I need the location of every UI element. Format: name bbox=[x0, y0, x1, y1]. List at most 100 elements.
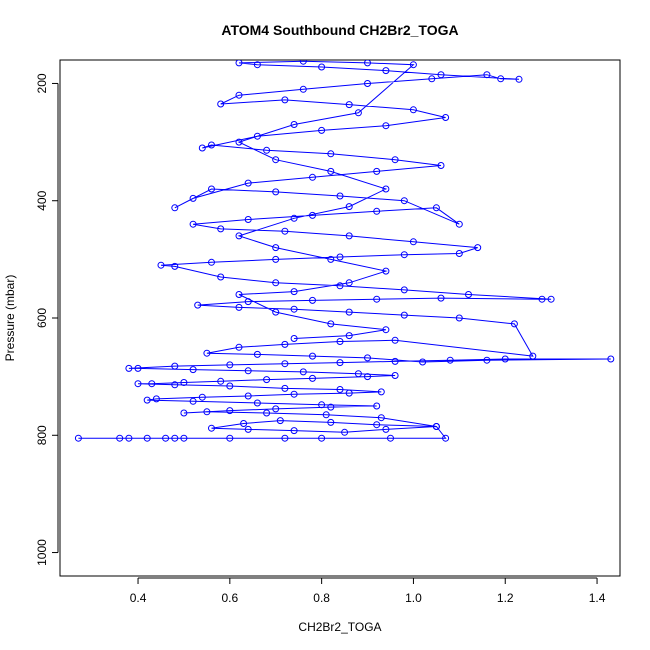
data-point bbox=[244, 179, 252, 187]
data-point bbox=[364, 373, 371, 381]
data-point bbox=[318, 401, 326, 409]
data-point bbox=[281, 96, 289, 104]
data-point bbox=[189, 220, 197, 228]
data-point bbox=[382, 122, 390, 130]
data-point bbox=[272, 279, 280, 287]
data-point bbox=[465, 291, 472, 298]
data-point bbox=[354, 109, 362, 117]
data-point bbox=[162, 434, 170, 442]
data-point bbox=[290, 427, 298, 435]
data-point bbox=[322, 411, 330, 419]
series-layer bbox=[74, 60, 615, 442]
data-point bbox=[253, 61, 261, 69]
data-point bbox=[382, 326, 390, 334]
data-point bbox=[373, 207, 381, 215]
data-point bbox=[272, 188, 280, 196]
data-point bbox=[180, 434, 188, 442]
data-point bbox=[263, 409, 271, 417]
data-point bbox=[387, 434, 394, 442]
data-point bbox=[180, 379, 188, 386]
data-point bbox=[253, 399, 261, 407]
data-point bbox=[327, 255, 335, 263]
data-point bbox=[510, 320, 518, 328]
data-point bbox=[244, 298, 252, 306]
y-axis: 200 400 600 800 1000 bbox=[35, 73, 59, 566]
data-point bbox=[529, 352, 537, 360]
data-point bbox=[364, 354, 371, 362]
data-point bbox=[134, 380, 142, 388]
data-point bbox=[208, 258, 215, 266]
data-point bbox=[432, 423, 440, 430]
data-point bbox=[189, 397, 197, 405]
data-point bbox=[345, 279, 353, 287]
data-point bbox=[244, 367, 252, 375]
data-point bbox=[208, 141, 215, 149]
data-point bbox=[272, 244, 280, 252]
data-point bbox=[373, 167, 381, 175]
data-point bbox=[235, 60, 243, 67]
data-point bbox=[341, 428, 349, 436]
data-point bbox=[148, 380, 156, 388]
x-axis-label: CH2Br2_TOGA bbox=[298, 620, 381, 634]
data-point bbox=[272, 156, 280, 164]
data-point bbox=[235, 232, 243, 240]
y-tick-label: 600 bbox=[35, 308, 49, 328]
data-point bbox=[309, 374, 316, 382]
data-point bbox=[171, 262, 179, 270]
data-point bbox=[345, 389, 353, 397]
data-point bbox=[152, 395, 160, 403]
data-point bbox=[382, 425, 390, 433]
data-point bbox=[409, 238, 417, 246]
data-point bbox=[281, 227, 289, 235]
data-point bbox=[400, 251, 408, 259]
data-point bbox=[253, 350, 261, 358]
data-point bbox=[483, 71, 491, 79]
data-point bbox=[336, 386, 344, 393]
data-point bbox=[318, 434, 326, 442]
data-point bbox=[400, 286, 408, 294]
data-point bbox=[345, 308, 353, 316]
data-point bbox=[281, 360, 289, 368]
data-point bbox=[157, 261, 165, 269]
data-point bbox=[290, 305, 298, 313]
data-point bbox=[497, 75, 505, 83]
data-point bbox=[263, 146, 271, 154]
data-point bbox=[309, 173, 316, 181]
data-point bbox=[194, 301, 202, 309]
data-point bbox=[455, 314, 463, 322]
data-point bbox=[263, 376, 271, 384]
data-point bbox=[74, 434, 82, 442]
data-point bbox=[281, 434, 289, 442]
data-point bbox=[538, 295, 546, 303]
data-point bbox=[281, 384, 289, 392]
data-point bbox=[327, 320, 335, 328]
data-point bbox=[290, 214, 298, 222]
data-point bbox=[299, 60, 307, 65]
data-point bbox=[373, 295, 381, 303]
y-tick-label: 400 bbox=[35, 190, 49, 210]
data-point bbox=[327, 167, 335, 175]
data-point bbox=[226, 407, 234, 415]
data-point bbox=[327, 418, 335, 426]
data-point bbox=[474, 244, 482, 252]
data-point bbox=[442, 114, 450, 121]
data-point bbox=[217, 273, 225, 281]
data-point bbox=[318, 126, 326, 134]
data-point bbox=[217, 100, 225, 108]
data-point bbox=[299, 85, 307, 93]
data-point bbox=[409, 61, 417, 69]
data-point bbox=[345, 232, 353, 240]
data-point bbox=[171, 434, 179, 442]
chart-title: ATOM4 Southbound CH2Br2_TOGA bbox=[221, 22, 458, 38]
data-point bbox=[547, 295, 555, 303]
data-point bbox=[364, 80, 371, 87]
data-point bbox=[290, 390, 298, 398]
data-point bbox=[272, 308, 280, 316]
data-point bbox=[208, 185, 215, 193]
data-point bbox=[171, 381, 179, 389]
data-point bbox=[382, 67, 390, 75]
y-tick-label: 1000 bbox=[35, 539, 49, 566]
plot-frame bbox=[59, 59, 621, 577]
data-point bbox=[373, 402, 381, 410]
